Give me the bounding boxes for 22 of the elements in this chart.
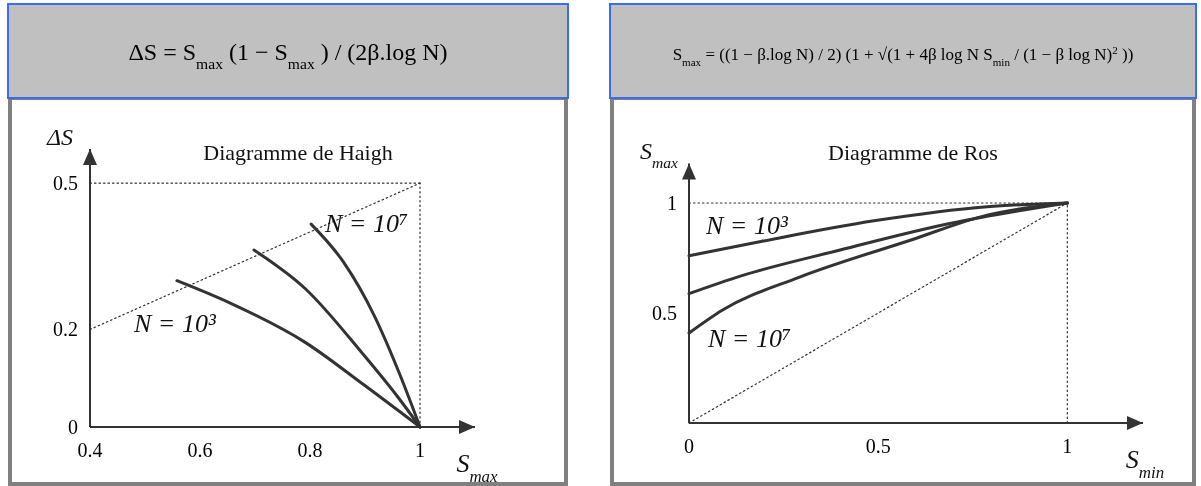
x-tick-label: 0 bbox=[684, 435, 694, 457]
x-axis-title: S$_{max}$ bbox=[456, 449, 499, 486]
chart-subtitle: ΔS = S$_{max}$(1 − S$_{max}$) / (2β.log N) bbox=[128, 39, 448, 72]
y-tick-label: 0.2 bbox=[53, 318, 78, 341]
x-axis-title: S$_{min}$ bbox=[1125, 445, 1165, 482]
y-axis-title: S$_{max}$ bbox=[640, 138, 679, 171]
chart-title: Diagramme de Haigh bbox=[203, 140, 393, 165]
x-tick-label: 0.5 bbox=[865, 435, 891, 457]
chart-title: Diagramme de Ros bbox=[828, 140, 998, 165]
x-tick-label: 0.4 bbox=[77, 439, 103, 461]
y-tick-label: 0 bbox=[68, 416, 78, 438]
y-axis-title: ΔS bbox=[45, 124, 74, 150]
x-tick-label: 0.8 bbox=[297, 439, 323, 461]
annotation: N = 10⁷ bbox=[707, 324, 791, 353]
annotation: N = 10⁷ bbox=[324, 209, 408, 238]
x-tick-label: 0.6 bbox=[187, 439, 213, 461]
annotation: N = 10³ bbox=[133, 309, 217, 338]
x-tick-label: 1 bbox=[1062, 435, 1073, 457]
chart-subtitle: S$_{max}$ = ((1 − β.log N) / 2) (1 + √(1 + 4β log N S$_{min}$ / (1 − β log N)$^{2}$)) bbox=[672, 44, 1134, 68]
y-tick-label: 0.5 bbox=[53, 172, 78, 195]
annotation: N = 10³ bbox=[705, 211, 789, 240]
x-tick-label: 1 bbox=[415, 439, 425, 461]
